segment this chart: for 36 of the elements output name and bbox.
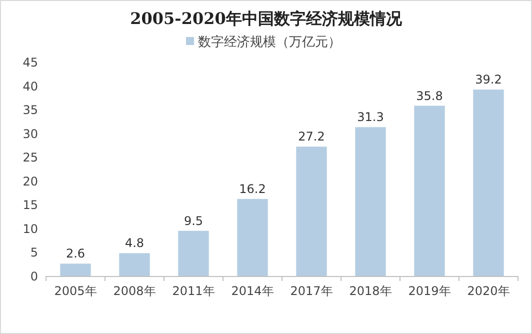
y-tick-label: 10	[22, 222, 38, 236]
y-tick-label: 40	[22, 79, 38, 94]
y-tick-label: 45	[22, 56, 38, 70]
x-tick-label: 2020年	[467, 284, 510, 298]
bar	[60, 264, 91, 276]
y-tick-label: 20	[22, 174, 38, 188]
data-label: 27.2	[298, 130, 325, 144]
x-tick-label: 2018年	[349, 284, 392, 298]
y-tick-label: 0	[30, 270, 38, 284]
data-label: 2.6	[66, 246, 86, 261]
bar	[178, 230, 209, 276]
bar	[296, 146, 327, 276]
y-tick-label: 35	[22, 103, 38, 118]
data-label: 35.8	[416, 88, 443, 103]
x-tick-label: 2017年	[290, 284, 333, 298]
y-tick-label: 5	[30, 246, 38, 260]
data-label: 9.5	[184, 214, 204, 228]
y-tick-label: 25	[22, 150, 38, 165]
bar	[355, 127, 386, 276]
chart-title: 2005-2020年中国数字经济规模情况	[130, 9, 403, 28]
data-label: 4.8	[124, 236, 144, 250]
data-label: 31.3	[357, 110, 384, 124]
bar	[237, 198, 268, 276]
bar	[414, 106, 445, 276]
x-tick-label: 2005年	[54, 284, 97, 298]
bar	[119, 253, 150, 276]
y-tick-label: 15	[22, 198, 38, 212]
bar	[473, 90, 504, 276]
x-tick-label: 2008年	[113, 284, 156, 298]
data-label: 39.2	[475, 72, 502, 87]
y-tick-label: 30	[22, 126, 38, 141]
x-tick-label: 2011年	[172, 284, 215, 298]
x-tick-label: 2019年	[408, 284, 451, 298]
x-tick-label: 2014年	[231, 284, 274, 298]
legend-label: 数字经济规模（万亿元）	[198, 34, 341, 50]
data-label: 16.2	[239, 182, 266, 196]
